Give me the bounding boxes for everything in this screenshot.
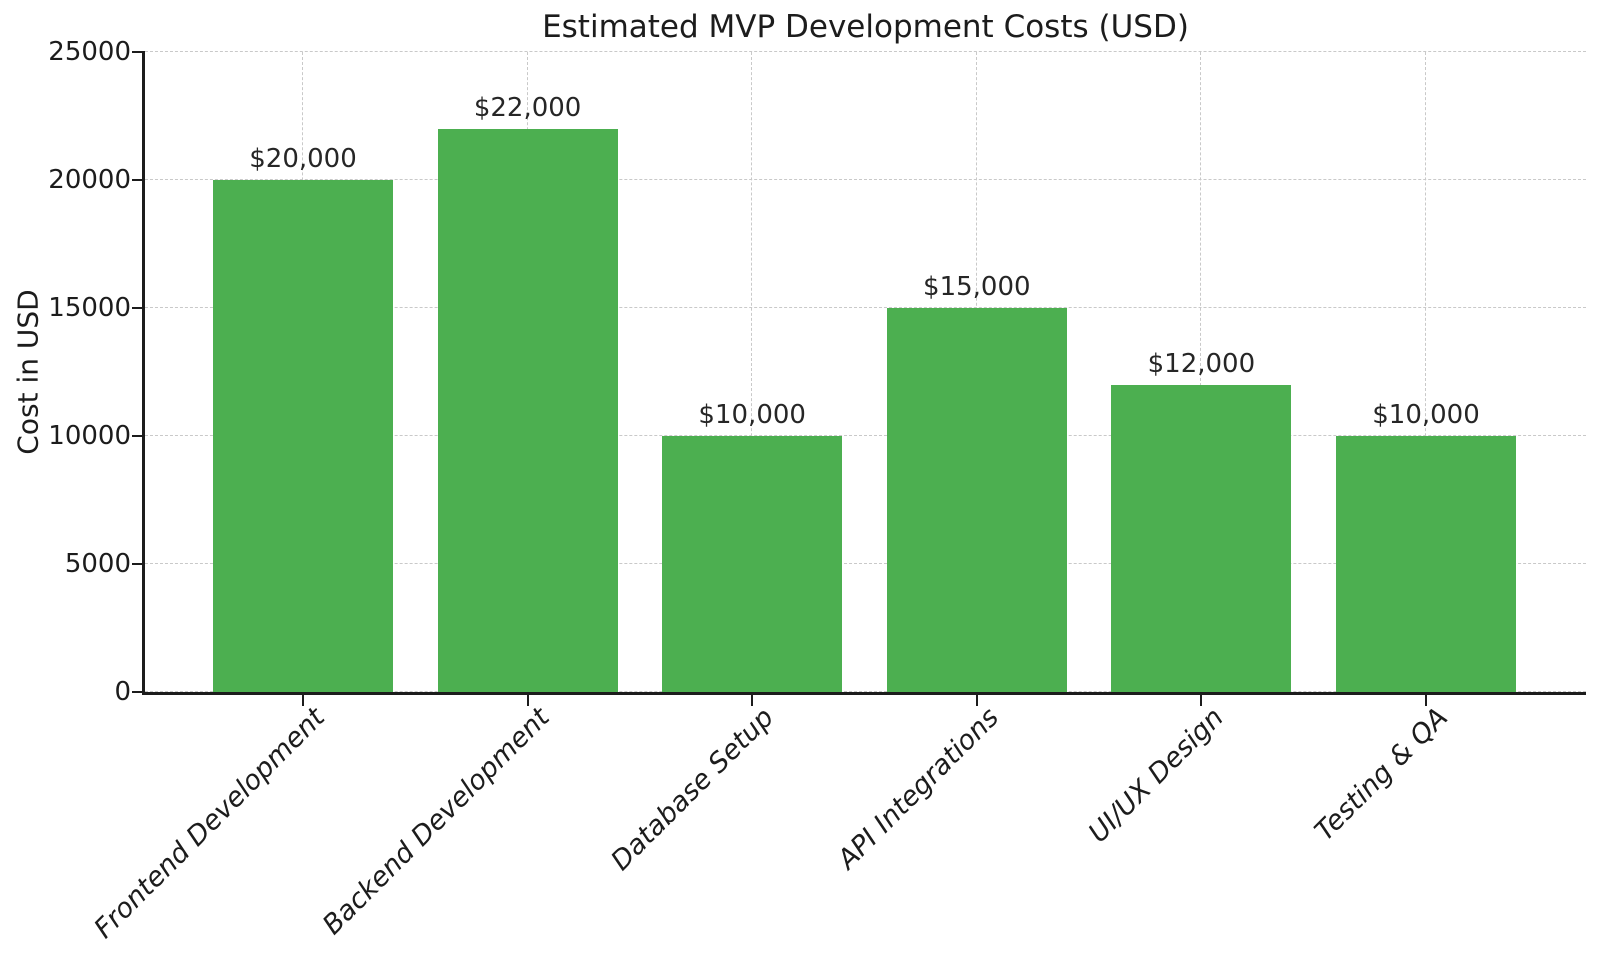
x-tick-mark — [751, 694, 754, 706]
bar-value-label: $20,000 — [249, 144, 357, 174]
h-gridline — [145, 307, 1586, 308]
x-tick-mark — [1200, 694, 1203, 706]
bar-value-label: $15,000 — [923, 272, 1031, 302]
x-category-label: API Integrations — [831, 702, 1005, 876]
bar — [213, 180, 393, 692]
y-tick-mark — [132, 307, 145, 309]
bar — [437, 128, 618, 692]
h-gridline — [145, 51, 1586, 52]
y-axis-label: Cost in USD — [11, 289, 45, 455]
bar — [1336, 436, 1516, 692]
bar-value-label: $10,000 — [1372, 400, 1480, 430]
v-gridline — [751, 52, 753, 692]
h-gridline — [145, 435, 1586, 436]
x-category-label: UI/UX Design — [1082, 702, 1230, 850]
x-category-label: Testing & QA — [1308, 702, 1454, 848]
y-tick-mark — [132, 563, 145, 565]
bar-value-label: $10,000 — [698, 400, 806, 430]
y-tick-label: 25000 — [48, 37, 131, 67]
left-spine — [142, 52, 145, 695]
h-gridline — [145, 179, 1586, 180]
y-tick-label: 5000 — [64, 549, 131, 579]
y-tick-mark — [132, 51, 145, 53]
x-tick-mark — [526, 694, 529, 706]
x-tick-mark — [975, 694, 978, 706]
x-tick-mark — [1425, 694, 1427, 706]
bar — [1111, 384, 1292, 692]
y-tick-mark — [132, 435, 145, 437]
x-category-label: Database Setup — [605, 702, 781, 877]
x-category-label: Frontend Development — [88, 702, 331, 945]
h-gridline — [145, 691, 1586, 692]
x-category-label: Backend Development — [316, 702, 556, 941]
bar-value-label: $22,000 — [473, 92, 582, 123]
x-tick-mark — [302, 694, 304, 706]
y-tick-label: 0 — [114, 677, 131, 707]
bar — [662, 436, 843, 692]
v-gridline — [1200, 52, 1202, 692]
y-tick-mark — [132, 691, 145, 693]
chart-title: Estimated MVP Development Costs (USD) — [542, 9, 1189, 45]
bar — [886, 308, 1067, 692]
y-tick-mark — [132, 179, 145, 181]
v-gridline — [1425, 52, 1426, 692]
bottom-spine — [142, 692, 1586, 695]
bar-value-label: $12,000 — [1147, 348, 1256, 379]
y-tick-label: 10000 — [48, 421, 131, 451]
y-tick-label: 15000 — [48, 293, 131, 323]
y-tick-label: 20000 — [48, 165, 131, 195]
h-gridline — [145, 563, 1586, 564]
